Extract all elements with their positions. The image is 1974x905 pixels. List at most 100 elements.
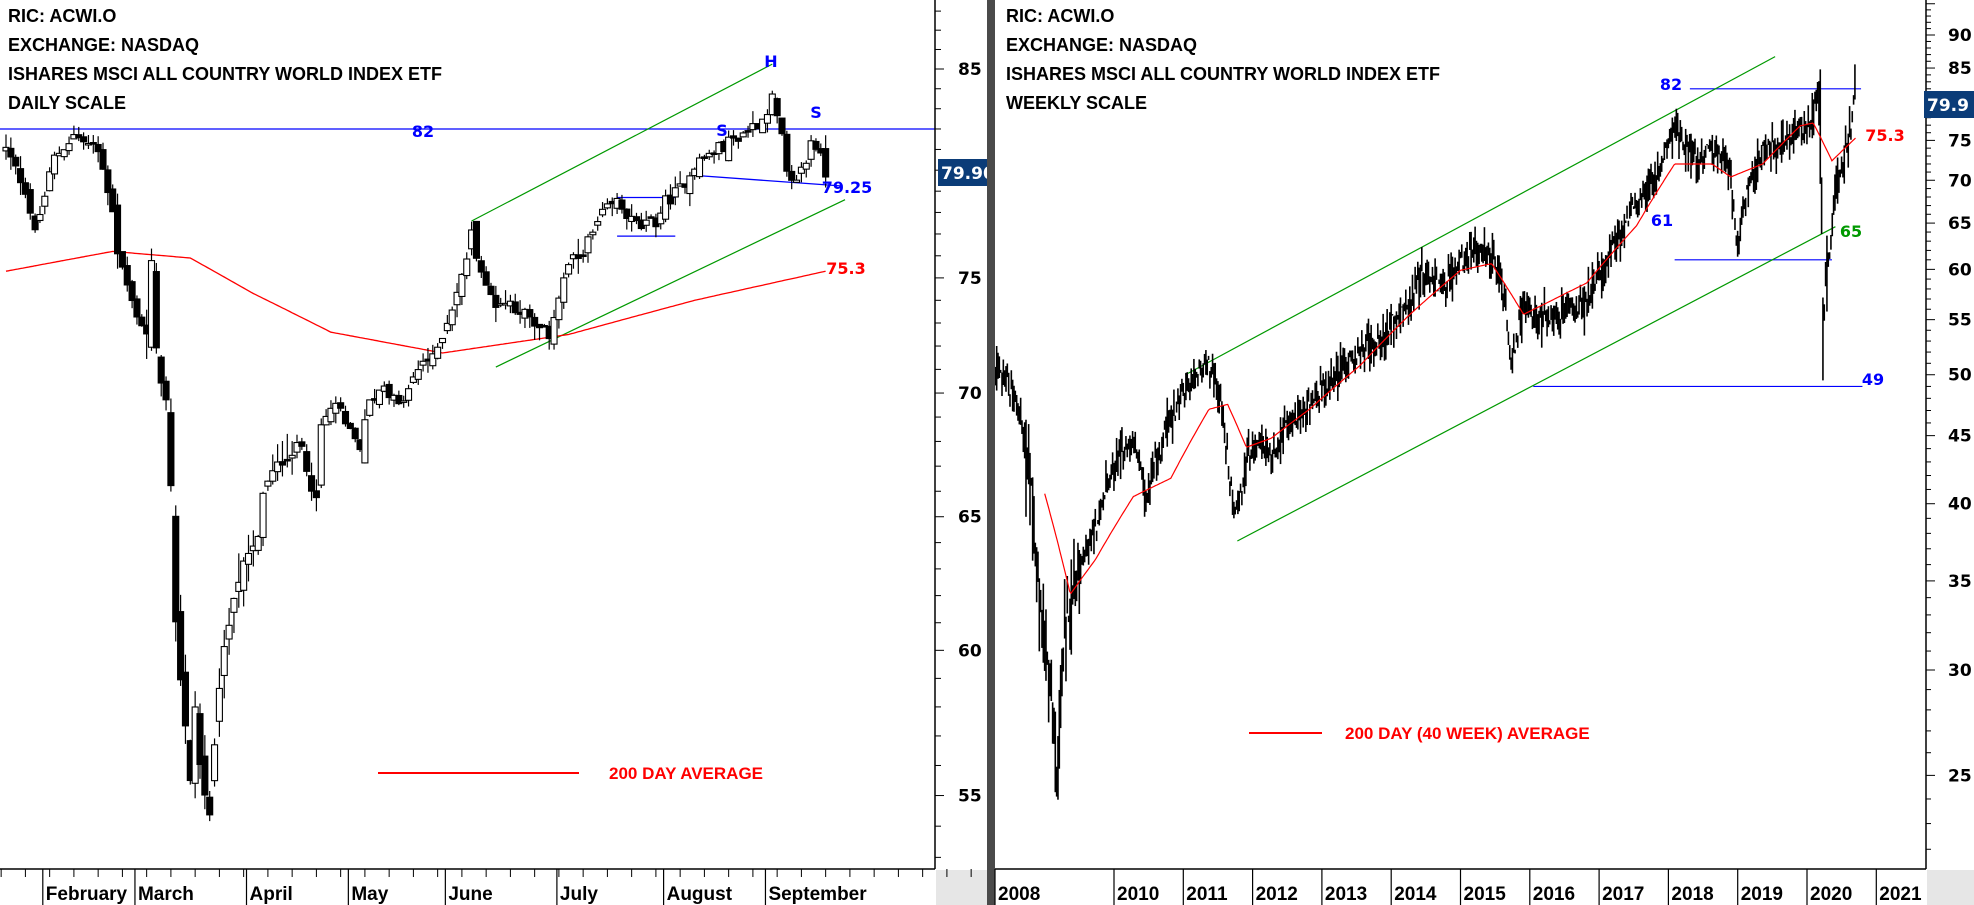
right-shoulder-label: S	[810, 103, 822, 122]
daily-candle	[157, 355, 165, 397]
daily-candle	[589, 229, 597, 240]
daily-plot-area	[0, 63, 935, 822]
weekly-x-axis: 2008 2010 2011 2012 2013 2014 2015 2016 2017 2018…	[994, 869, 1922, 905]
candle-body	[565, 264, 573, 275]
candle-body	[739, 132, 747, 138]
month-label: September	[768, 884, 867, 905]
daily-candle	[307, 462, 316, 501]
daily-candle	[429, 344, 437, 370]
y-tick-label: 55	[958, 787, 982, 807]
candle-body	[240, 560, 248, 591]
daily-candle	[346, 422, 354, 430]
candle-body	[152, 271, 160, 349]
daily-candle	[482, 266, 490, 286]
candle-body	[550, 316, 558, 345]
channel-65-label: 65	[1840, 222, 1862, 241]
daily-candle	[783, 130, 791, 177]
candle-body	[414, 369, 422, 380]
daily-candle	[759, 118, 767, 134]
candle-body	[104, 169, 112, 194]
candle-body	[579, 254, 587, 258]
y-tick-label: 75	[1948, 131, 1972, 151]
candle-body	[618, 199, 626, 210]
candle-body	[632, 216, 641, 222]
daily-candle	[80, 132, 88, 150]
candle-body	[346, 422, 354, 429]
year-label: 2015	[1464, 884, 1507, 905]
candle-body	[400, 400, 408, 403]
daily-candle	[448, 306, 456, 332]
y-tick-label: 40	[1948, 495, 1972, 515]
candle-body	[351, 427, 359, 440]
candle-body	[695, 157, 704, 178]
candle-body	[361, 419, 369, 464]
daily-candle	[594, 216, 602, 231]
candle-body	[472, 220, 481, 259]
daily-candle	[60, 149, 68, 161]
candle-body	[303, 451, 311, 472]
daily-candle	[531, 313, 539, 340]
month-label: May	[351, 884, 388, 905]
daily-candle	[317, 418, 325, 489]
daily-candle	[89, 135, 97, 154]
daily-candle	[419, 353, 427, 372]
daily-candle	[21, 177, 29, 199]
month-label: June	[448, 884, 492, 905]
daily-candle	[109, 184, 117, 213]
candle-body	[26, 189, 34, 214]
daily-candle	[458, 273, 466, 306]
candle-body	[283, 458, 291, 462]
candle-body	[526, 309, 534, 318]
daily-candle	[773, 97, 781, 124]
candle-body	[792, 179, 801, 183]
candle-body	[783, 133, 791, 172]
daily-candle	[293, 434, 301, 459]
daily-candle	[16, 156, 25, 195]
daily-candle	[778, 117, 786, 136]
candle-body	[759, 118, 767, 134]
candle-body	[385, 383, 393, 399]
y-tick-label: 30	[1948, 661, 1972, 681]
daily-candle	[526, 304, 534, 328]
channel-upper-line	[471, 63, 773, 222]
daily-candle	[337, 397, 345, 412]
candle-body	[293, 441, 301, 453]
candle-body	[642, 219, 650, 226]
candle-body	[181, 671, 189, 727]
daily-candle	[763, 109, 772, 133]
candle-body	[298, 441, 306, 447]
daily-candle	[366, 399, 374, 417]
candle-body	[404, 388, 413, 401]
daily-candle	[114, 193, 122, 269]
candle-body	[288, 454, 296, 459]
daily-candle	[438, 337, 447, 349]
candle-body	[327, 407, 335, 423]
candle-body	[201, 755, 209, 796]
ma-200-line	[5, 250, 826, 354]
daily-candle	[196, 703, 204, 779]
y-tick-label: 85	[958, 60, 982, 80]
candle-body	[7, 147, 15, 158]
daily-candle	[395, 390, 403, 406]
candle-body	[36, 213, 44, 222]
candle-body	[196, 713, 204, 765]
daily-candle	[94, 136, 102, 163]
daily-candle	[501, 290, 510, 310]
daily-candle	[477, 255, 485, 278]
daily-candle	[584, 233, 592, 263]
daily-candle	[181, 654, 189, 744]
daily-candle	[666, 184, 675, 210]
weekly-instrument-name: ISHARES MSCI ALL COUNTRY WORLD INDEX ETF	[1006, 64, 1440, 84]
panel-divider[interactable]	[987, 0, 995, 905]
daily-candle	[118, 251, 126, 270]
candle-body	[75, 134, 83, 139]
candle-body	[671, 187, 679, 198]
candle-body	[492, 294, 500, 308]
candle-body	[259, 492, 267, 539]
candle-body	[16, 168, 25, 184]
candle-body	[123, 265, 131, 286]
weekly-scale-label: WEEKLY SCALE	[1006, 93, 1147, 113]
candle-body	[264, 480, 272, 487]
candle-body	[419, 360, 427, 366]
daily-candle	[404, 384, 413, 407]
